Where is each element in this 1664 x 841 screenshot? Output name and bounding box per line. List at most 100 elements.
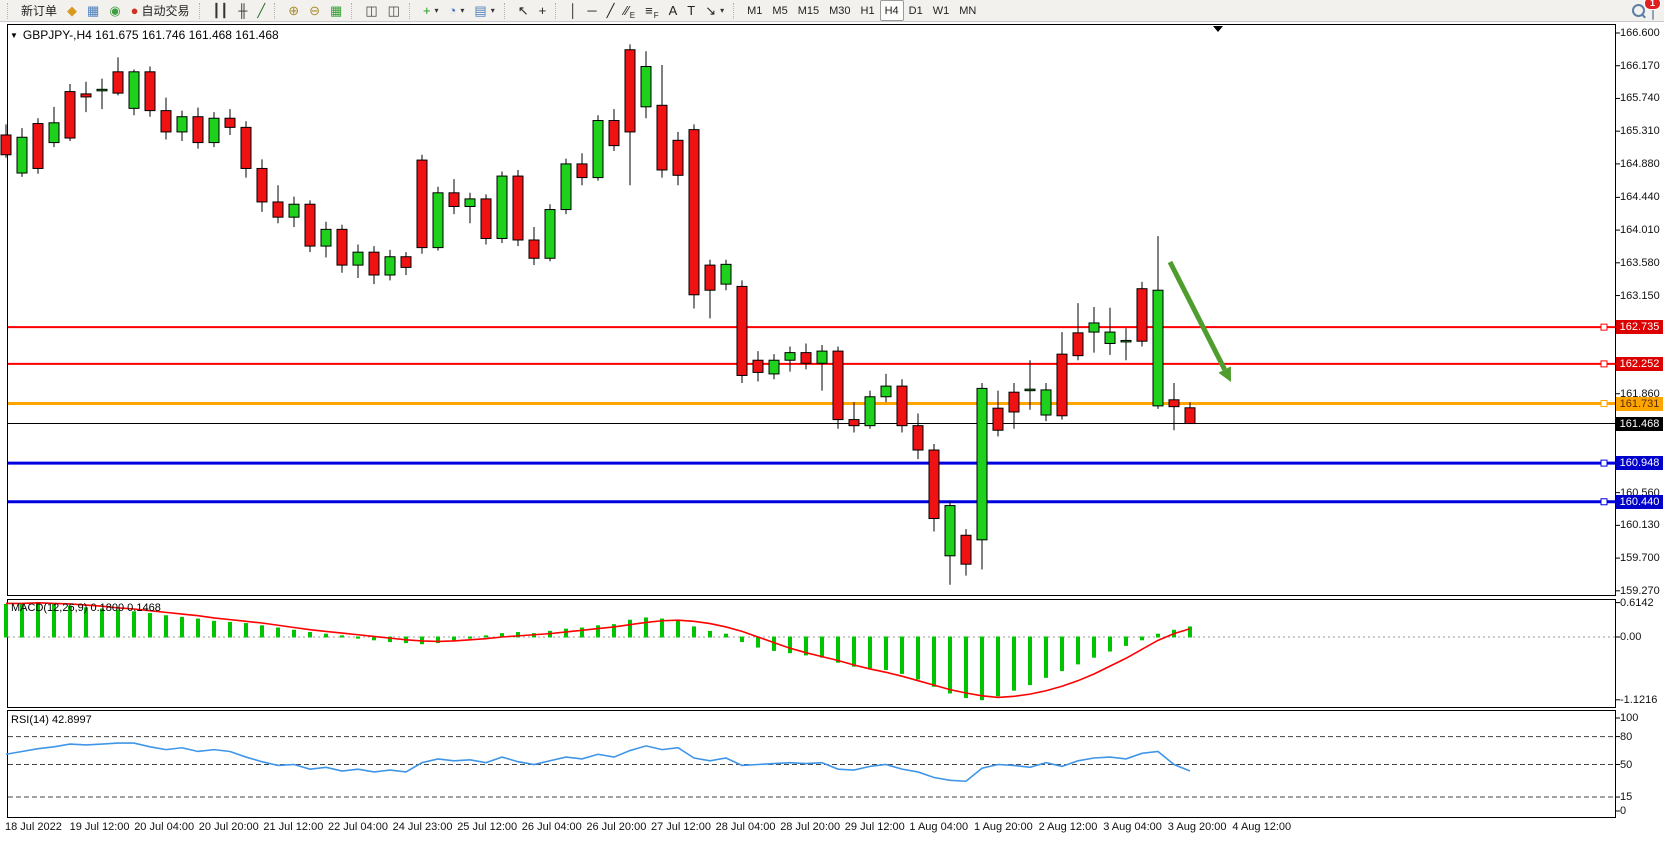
timeframe-h1-button[interactable]: H1 — [860, 4, 875, 17]
zoom-out-button[interactable]: ⊖ — [309, 3, 321, 18]
toolbar-separator — [555, 2, 560, 19]
candle-body — [224, 117, 236, 128]
line-chart-button[interactable]: ╱ — [257, 3, 266, 18]
time-axis-label: 3 Aug 20:00 — [1167, 821, 1227, 833]
text-label-button[interactable]: T — [687, 3, 696, 18]
macd-histogram-bar — [68, 605, 72, 638]
macd-histogram-bar — [228, 621, 232, 638]
price-tick-label: 164.880 — [1620, 157, 1660, 170]
rsi-tick-label: 0 — [1620, 805, 1627, 817]
trendline-button[interactable]: ╱ — [606, 3, 615, 18]
macd-histogram-bar — [1012, 636, 1016, 691]
text-button[interactable]: A — [668, 3, 678, 18]
rsi-tick-label: 80 — [1620, 730, 1633, 743]
charts-window-icon[interactable]: ▦ — [87, 3, 100, 18]
macd-histogram-bar — [1188, 626, 1192, 638]
level-line-handle[interactable] — [1600, 459, 1608, 467]
macd-histogram-bar — [452, 636, 456, 641]
candle-body — [496, 175, 508, 239]
candle-body — [720, 263, 732, 285]
symbol-dropdown-icon[interactable]: ▼ — [10, 30, 18, 40]
indicator-window-button[interactable]: ◫ — [365, 3, 378, 18]
crosshair-button[interactable]: + — [538, 3, 547, 18]
period-clock-button-dropdown-icon[interactable]: ▾ — [460, 6, 465, 15]
down-arrow-head — [1218, 366, 1231, 382]
tile-windows-button[interactable]: ▦ — [330, 3, 343, 18]
period-clock-button[interactable]: ◔ ▾ — [448, 3, 465, 18]
candle-body — [32, 123, 44, 169]
level-price-axis-box: 160.440 — [1616, 494, 1663, 509]
timeframe-d1-button[interactable]: D1 — [908, 4, 923, 17]
candle-body — [640, 65, 652, 108]
chart-area: ▼ GBPJPY-,H4 161.675 161.746 161.468 161… — [0, 22, 1664, 841]
candle-body — [864, 396, 876, 427]
chart-canvas[interactable] — [0, 22, 1664, 841]
add-indicator-button[interactable]: + ▾ — [422, 3, 439, 18]
down-arrow-annotation[interactable] — [1167, 260, 1227, 371]
template-button-dropdown-icon[interactable]: ▾ — [490, 6, 495, 15]
horizontal-line-button[interactable]: ─ — [587, 3, 597, 18]
timeframe-m15-button[interactable]: M15 — [797, 4, 820, 17]
candle-body — [192, 116, 204, 144]
level-price-axis-box: 162.735 — [1616, 320, 1663, 335]
timeframe-m5-button[interactable]: M5 — [772, 4, 788, 17]
candle-body — [1104, 331, 1116, 344]
template-button[interactable]: ▤ ▾ — [474, 3, 495, 18]
time-axis-label: 25 Jul 12:00 — [457, 821, 518, 833]
macd-histogram-bar — [372, 636, 376, 641]
candle-body — [608, 120, 620, 147]
zoom-in-button[interactable]: ⊕ — [288, 3, 300, 18]
macd-histogram-bar — [4, 604, 8, 638]
level-line-handle[interactable] — [1600, 498, 1608, 506]
macd-histogram-bar — [1060, 636, 1064, 672]
candle-body — [704, 264, 716, 291]
toolbar-separator — [733, 2, 738, 19]
timeframe-h4-button[interactable]: H4 — [879, 0, 904, 21]
macd-histogram-bar — [692, 626, 696, 638]
bar-chart-button[interactable]: ┃┃ — [212, 3, 229, 18]
rsi-indicator-label: RSI(14) 42.8997 — [11, 714, 92, 726]
timeframe-mn-button[interactable]: MN — [959, 4, 977, 17]
level-line-handle[interactable] — [1600, 323, 1608, 331]
signals-icon[interactable]: ◉ — [109, 3, 121, 18]
toolbar-separator — [198, 2, 204, 19]
toolbar-separator — [351, 2, 356, 19]
cursor-button[interactable]: ↖ — [517, 3, 529, 18]
auto-trading-button[interactable]: ● 自动交易 — [130, 3, 190, 18]
candle-body — [784, 352, 796, 361]
add-indicator-button-dropdown-icon[interactable]: ▾ — [434, 6, 439, 15]
fibonacci-button[interactable]: ≡ F — [645, 3, 659, 20]
macd-histogram-bar — [180, 616, 184, 638]
rsi-tick-label: 50 — [1620, 758, 1633, 771]
macd-histogram-bar — [1076, 636, 1080, 665]
search-icon[interactable] — [1632, 4, 1645, 17]
candle-body — [752, 359, 764, 373]
arrows-tool-button-dropdown-icon[interactable]: ▾ — [720, 6, 725, 15]
level-line-handle[interactable] — [1600, 400, 1608, 408]
notification-badge: 1 — [1644, 0, 1661, 10]
macd-histogram-bar — [836, 636, 840, 663]
timeframe-m1-button[interactable]: M1 — [747, 4, 763, 17]
price-tick-label: 160.130 — [1620, 519, 1660, 532]
candle-body — [928, 449, 940, 520]
equidistant-channel-button[interactable]: ⁄⁄ E — [624, 3, 636, 20]
timeframe-m30-button[interactable]: M30 — [829, 4, 851, 17]
vertical-line-button[interactable]: │ — [569, 3, 578, 18]
indicator-window-alt-button[interactable]: ◫ — [387, 3, 400, 18]
notifications-button[interactable]: 1 — [1644, 0, 1661, 20]
candle-body — [272, 201, 284, 218]
candlestick-chart-button[interactable]: ╫ — [238, 3, 248, 18]
new-order-button[interactable]: 新订单 — [21, 4, 58, 18]
time-axis-label: 2 Aug 12:00 — [1038, 821, 1098, 833]
candle-body — [960, 534, 972, 565]
toolbar-buttons: 新订单 ◆ ▦ ◉ ● 自动交易 ┃┃ ╫ ╱ ⊕ ⊖ ▦ ◫ ◫ + ▾ ◔ ▾ ▤ ▾ ↖ + │ ─ ╱ ⁄⁄ E ≡ F A T ↘ ▾ — [16, 0, 742, 21]
level-line-handle[interactable] — [1600, 360, 1608, 368]
history-center-icon[interactable]: ◆ — [67, 3, 78, 18]
candle-body — [16, 136, 28, 174]
candle-body — [880, 385, 892, 398]
chart-shift-marker[interactable] — [1213, 26, 1223, 32]
arrows-tool-button[interactable]: ↘ ▾ — [705, 3, 725, 18]
toolbar-separator — [503, 2, 509, 19]
candle-body — [832, 350, 844, 421]
timeframe-w1-button[interactable]: W1 — [932, 4, 950, 17]
